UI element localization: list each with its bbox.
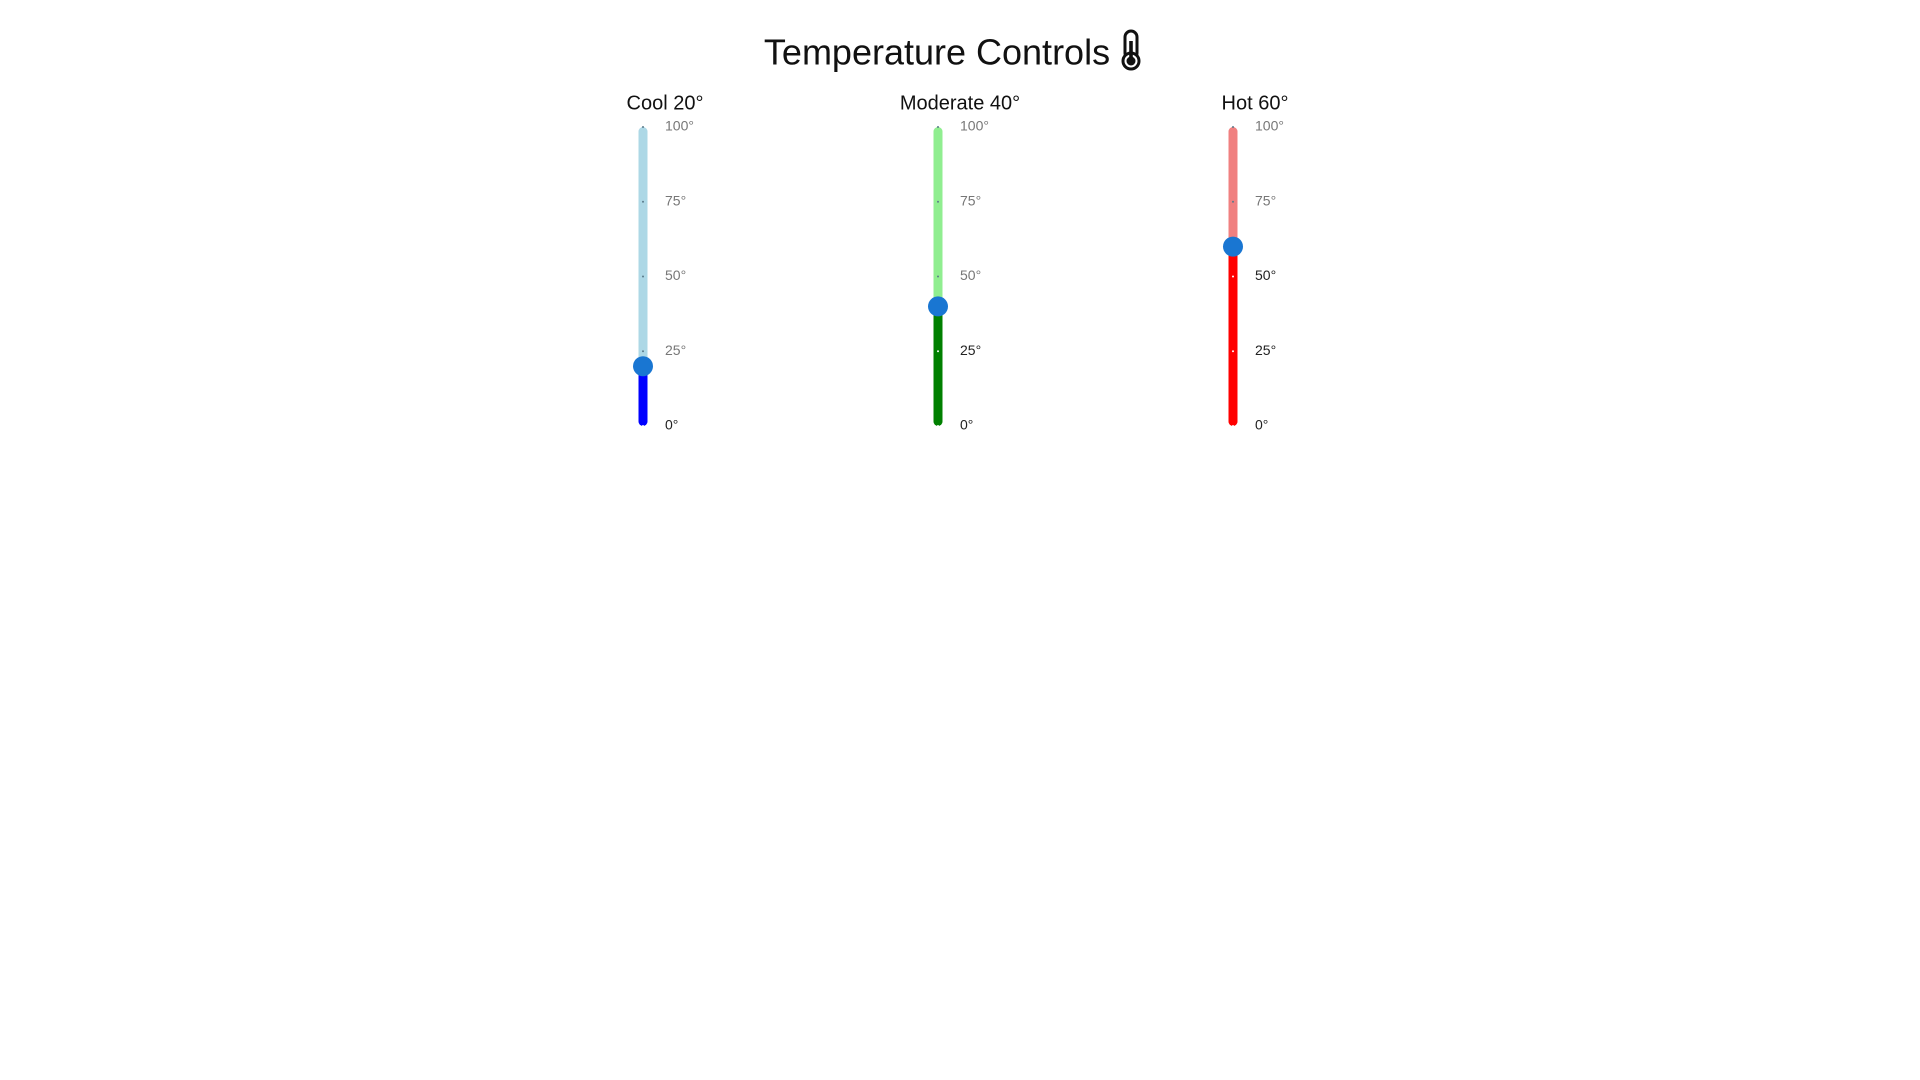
slider-label: Hot 60° [1222, 92, 1289, 114]
tick-dot [1232, 425, 1234, 427]
tick-dot [937, 126, 939, 128]
tick-dot [937, 425, 939, 427]
tick-label: 75° [960, 192, 981, 208]
tick-label: 75° [1255, 192, 1276, 208]
slider-thumb[interactable] [928, 296, 948, 317]
slider-fill [1228, 246, 1238, 426]
slider-thumb[interactable] [633, 356, 653, 377]
tick-label: 0° [1255, 417, 1268, 433]
tick-dot [642, 350, 644, 353]
tick-label: 50° [1255, 267, 1276, 283]
slider-fill [638, 366, 648, 426]
tick-dot [937, 275, 939, 278]
tick-dot [1232, 350, 1234, 353]
tick-dot [642, 425, 644, 427]
slider-label: Cool 20° [627, 92, 704, 114]
tick-label: 100° [665, 118, 694, 134]
thermometer-icon [1121, 29, 1141, 71]
page-title: Temperature Controls [764, 32, 1110, 73]
tick-label: 0° [960, 417, 973, 433]
tick-label: 25° [960, 342, 981, 358]
slider-label: Moderate 40° [900, 92, 1020, 114]
tick-label: 25° [1255, 342, 1276, 358]
tick-dot [1232, 200, 1234, 203]
tick-label: 100° [960, 118, 989, 134]
tick-dot [1232, 126, 1234, 128]
slider-fill [933, 306, 943, 426]
tick-label: 25° [665, 342, 686, 358]
tick-dot [937, 200, 939, 203]
tick-label: 50° [960, 267, 981, 283]
tick-dot [642, 275, 644, 278]
tick-label: 75° [665, 192, 686, 208]
tick-dot [937, 350, 939, 353]
tick-dot [1232, 275, 1234, 278]
tick-dot [642, 126, 644, 128]
slider-thumb[interactable] [1223, 236, 1243, 257]
tick-dot [642, 200, 644, 203]
tick-label: 100° [1255, 118, 1284, 134]
tick-label: 50° [665, 267, 686, 283]
tick-label: 0° [665, 417, 678, 433]
